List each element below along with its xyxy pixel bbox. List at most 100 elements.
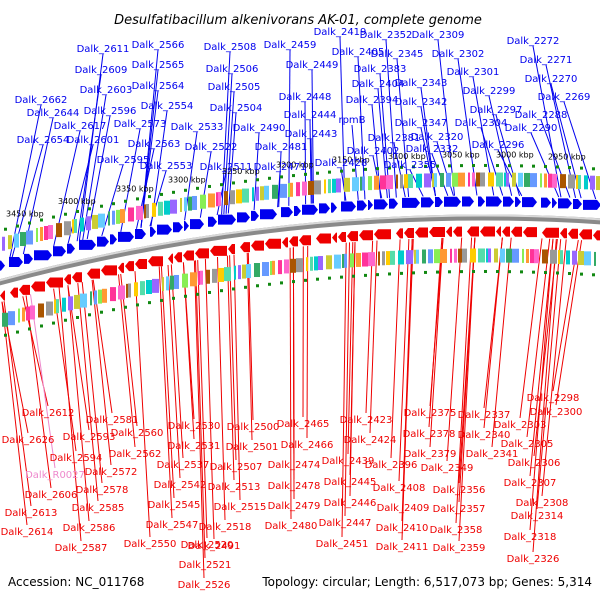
reverse-gene-arrow [523,227,537,238]
forward-gene-arrow [218,214,236,225]
scale-tick [172,190,175,194]
forward-gene-arrow [503,196,514,207]
feature-block [170,199,177,214]
forward-gene-label: Dalk_2506 [206,64,259,75]
feature-block [594,251,596,266]
map-title: Desulfatibacillum alkenivorans AK-01, co… [114,13,482,28]
scale-tick [52,321,55,325]
reverse-gene-label: Dalk_2446 [324,498,377,509]
feature-block [290,182,293,197]
feature-block [488,248,491,263]
reverse-gene-label: Dalk_2357 [433,504,486,515]
feature-block [558,250,560,265]
forward-gene-arrow [260,209,277,220]
forward-leader-line [339,36,346,201]
reverse-gene-labels: Dalk_2298 Dalk_2300 Dalk_2612 Dalk_2581 Dalk… [1,393,583,591]
feature-block [272,260,275,275]
forward-gene-label: Dalk_2553 [140,161,193,172]
feature-block [30,305,35,320]
reverse-gene-label: Dalk_2545 [148,500,201,511]
feature-block [332,178,336,193]
feature-block [400,174,403,189]
reverse-gene-label: Dalk_2411 [376,542,429,553]
feature-block [434,173,437,188]
scale-tick [424,164,427,168]
forward-leader-line [340,167,347,201]
scale-label: 3300 kbp [168,175,206,184]
feature-block [136,205,143,220]
reverse-gene-label: Dalk_2447 [319,518,372,529]
scale-tick [232,181,235,185]
feature-block [238,265,241,280]
forward-leader-line [82,94,107,241]
reverse-gene-arrow [228,244,235,255]
scale-tick [364,273,367,277]
scale-tick [136,197,139,201]
feature-block [224,191,228,206]
scale-tick [412,165,415,169]
reverse-gene-arrow [316,233,331,244]
forward-gene-label: Dalk_2511 [200,162,253,173]
reverse-gene-arrow [195,248,209,259]
forward-gene-label: Dalk_2595 [97,155,150,166]
reverse-gene-label: Dalk_2424 [344,435,397,446]
forward-gene-arrow [294,206,301,217]
feature-block [212,268,217,283]
scale-tick [544,165,547,169]
forward-gene-label: Dalk_2428 [315,158,368,169]
reverse-leader-line [25,295,52,489]
reverse-gene-arrow [265,238,281,249]
feature-block [44,226,48,241]
feature-block [64,221,71,236]
forward-gene-label: Dalk_2522 [185,142,238,153]
feature-block [288,183,290,198]
scale-tick [544,271,547,275]
reverse-leader-line [246,252,253,441]
scale-tick [184,294,187,298]
feature-block [272,184,278,199]
feature-block [488,172,494,187]
feature-block [206,269,210,284]
forward-gene-arrow [208,216,217,227]
forward-gene-arrow [486,196,502,207]
reverse-gene-label: Dalk_2303 [494,420,547,431]
feature-block [56,223,62,238]
forward-gene-arrow [302,204,318,215]
scale-tick [52,215,55,219]
feature-block [2,312,8,327]
forward-gene-label: Dalk_2270 [525,74,578,85]
scale-tick [64,318,67,322]
reverse-gene-label: Dalk_2587 [55,543,108,554]
forward-leader-line [253,132,260,211]
forward-gene-label: Dalk_2347 [395,118,448,129]
reverse-leader-line [446,237,463,462]
forward-gene-arrow [558,198,572,209]
feature-block [522,248,524,263]
forward-gene-label: Dalk_2301 [447,67,500,78]
reverse-leader-line [247,252,254,421]
forward-gene-arrow [251,210,259,221]
feature-block [108,211,110,226]
reverse-gene-label: Dalk_2300 [530,407,583,418]
feature-block [458,172,465,187]
feature-block [524,172,530,187]
feature-block [216,192,218,207]
reverse-gene-label: Dalk_2578 [76,485,129,496]
scale-tick [460,270,463,274]
feature-block [566,250,570,265]
feature-block [146,279,152,294]
forward-gene-arrow [118,231,134,242]
scale-tick [412,271,415,275]
feature-block [380,175,386,190]
scale-tick [28,221,31,225]
scale-tick [268,282,271,286]
feature-block [296,258,303,273]
reverse-leader-line [369,240,378,434]
forward-gene-label: Dalk_2288 [515,110,568,121]
reverse-leader-line [167,264,181,479]
feature-block [428,249,433,264]
forward-gene-arrow [573,198,582,209]
feature-block [572,250,577,265]
reverse-gene-label: Dalk_2515 [214,502,267,513]
